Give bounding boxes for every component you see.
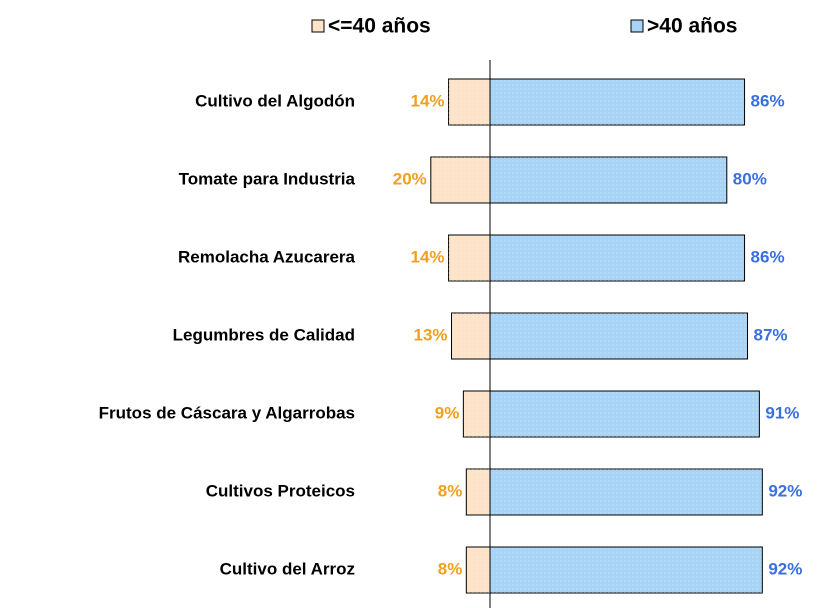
bar-texture bbox=[466, 547, 490, 593]
bar-texture bbox=[451, 313, 490, 359]
value-label: 20% bbox=[393, 169, 427, 188]
value-label: 92% bbox=[768, 559, 802, 578]
value-label: 87% bbox=[754, 325, 788, 344]
category-label: Tomate para Industria bbox=[179, 169, 356, 188]
bar-texture bbox=[490, 313, 748, 359]
bar-texture bbox=[448, 79, 490, 125]
bar-texture bbox=[463, 391, 490, 437]
legend-label: <=40 años bbox=[328, 15, 431, 38]
category-label: Cultivo del Arroz bbox=[220, 559, 355, 578]
value-label: 86% bbox=[751, 247, 785, 266]
bar-texture bbox=[490, 79, 745, 125]
bar-texture bbox=[490, 391, 760, 437]
value-label: 91% bbox=[765, 403, 799, 422]
bar-texture bbox=[490, 469, 763, 515]
bar-texture bbox=[490, 547, 763, 593]
bar-texture bbox=[430, 157, 490, 203]
value-label: 80% bbox=[733, 169, 767, 188]
bar-texture bbox=[448, 235, 490, 281]
value-label: 92% bbox=[768, 481, 802, 500]
legend-swatch bbox=[311, 19, 325, 33]
legend-label: >40 años bbox=[647, 15, 737, 38]
value-label: 9% bbox=[435, 403, 460, 422]
category-label: Legumbres de Calidad bbox=[173, 325, 355, 344]
category-label: Cultivo del Algodón bbox=[195, 91, 355, 110]
bar-texture bbox=[490, 235, 745, 281]
bar-texture bbox=[466, 469, 490, 515]
category-label: Cultivos Proteicos bbox=[206, 481, 355, 500]
value-label: 14% bbox=[411, 91, 445, 110]
value-label: 14% bbox=[411, 247, 445, 266]
value-label: 8% bbox=[438, 559, 463, 578]
value-label: 8% bbox=[438, 481, 463, 500]
bar-texture bbox=[490, 157, 727, 203]
category-label: Frutos de Cáscara y Algarrobas bbox=[99, 403, 355, 422]
category-label: Remolacha Azucarera bbox=[178, 247, 356, 266]
legend-swatch bbox=[630, 19, 644, 33]
value-label: 13% bbox=[413, 325, 447, 344]
value-label: 86% bbox=[751, 91, 785, 110]
